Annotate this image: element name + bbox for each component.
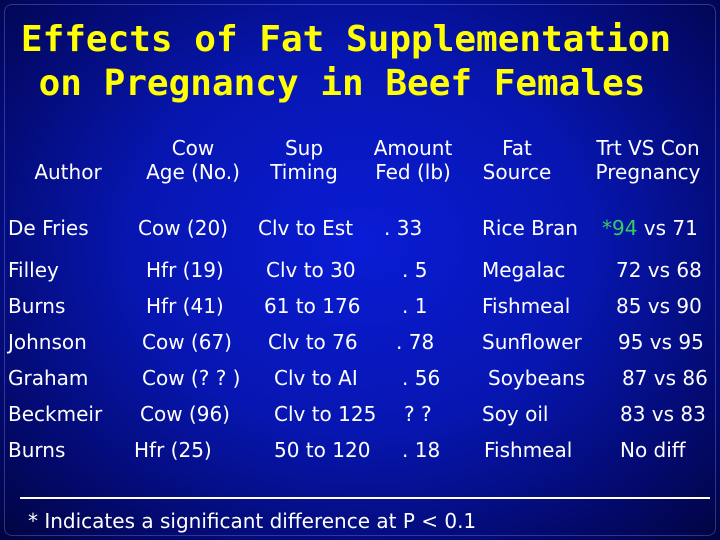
header-author: Author bbox=[34, 160, 102, 184]
cell-result: 95 vs 95 bbox=[618, 330, 704, 354]
cell-author: Graham bbox=[8, 366, 89, 390]
footer-divider bbox=[20, 497, 710, 499]
cell-timing: Clv to AI bbox=[274, 366, 358, 390]
cell-author: Johnson bbox=[8, 330, 87, 354]
cell-result: 72 vs 68 bbox=[616, 258, 702, 282]
cell-author: Filley bbox=[8, 258, 59, 282]
slide-title-line-1: Effects of Fat Supplementation bbox=[20, 19, 672, 60]
cell-author: Beckmeir bbox=[8, 402, 103, 426]
cell-cow-age: Hfr (41) bbox=[146, 294, 224, 318]
cell-source: Sunflower bbox=[482, 330, 582, 354]
cell-cow-age: Cow (67) bbox=[142, 330, 232, 354]
cell-result: 87 vs 86 bbox=[622, 366, 708, 390]
cell-cow-age: Hfr (25) bbox=[134, 438, 212, 462]
cell-cow-age: Cow (20) bbox=[138, 216, 228, 240]
header-trt-vs-con: Trt VS Con Pregnancy bbox=[595, 136, 701, 184]
cell-source: Soybeans bbox=[488, 366, 586, 390]
cell-cow-age: Cow (? ? ) bbox=[142, 366, 241, 390]
cell-result: 83 vs 83 bbox=[620, 402, 706, 426]
slide-title-line-2: on Pregnancy in Beef Females bbox=[38, 63, 646, 104]
cell-timing: 50 to 120 bbox=[274, 438, 371, 462]
cell-amount: . 33 bbox=[384, 216, 423, 240]
cell-source: Fishmeal bbox=[482, 294, 571, 318]
cell-timing: 61 to 176 bbox=[264, 294, 361, 318]
cell-result: No diff bbox=[620, 438, 686, 462]
cell-amount: . 1 bbox=[402, 294, 428, 318]
cell-amount: ? ? bbox=[404, 402, 432, 426]
cell-amount: . 56 bbox=[402, 366, 441, 390]
footnote: * Indicates a significant difference at … bbox=[28, 509, 477, 533]
cell-timing: Clv to Est bbox=[258, 216, 354, 240]
header-fat-source: Fat Source bbox=[482, 136, 552, 184]
cell-author: De Fries bbox=[8, 216, 89, 240]
significance-marker: *94 bbox=[602, 216, 638, 240]
header-amount-fed: Amount Fed (lb) bbox=[373, 136, 453, 184]
cell-timing: Clv to 125 bbox=[274, 402, 377, 426]
cell-cow-age: Cow (96) bbox=[140, 402, 230, 426]
cell-amount: . 78 bbox=[396, 330, 435, 354]
cell-source: Soy oil bbox=[482, 402, 549, 426]
cell-timing: Clv to 76 bbox=[268, 330, 358, 354]
cell-result: *94 vs 71 bbox=[602, 216, 698, 240]
cell-author: Burns bbox=[8, 294, 66, 318]
cell-cow-age: Hfr (19) bbox=[146, 258, 224, 282]
cell-timing: Clv to 30 bbox=[266, 258, 356, 282]
cell-author: Burns bbox=[8, 438, 66, 462]
header-sup-timing: Sup Timing bbox=[270, 136, 338, 184]
cell-source: Fishmeal bbox=[484, 438, 573, 462]
cell-amount: . 5 bbox=[402, 258, 428, 282]
cell-amount: . 18 bbox=[402, 438, 441, 462]
cell-result: 85 vs 90 bbox=[616, 294, 702, 318]
cell-source: Rice Bran bbox=[482, 216, 578, 240]
header-cow-age: Cow Age (No.) bbox=[146, 136, 240, 184]
cell-source: Megalac bbox=[482, 258, 566, 282]
